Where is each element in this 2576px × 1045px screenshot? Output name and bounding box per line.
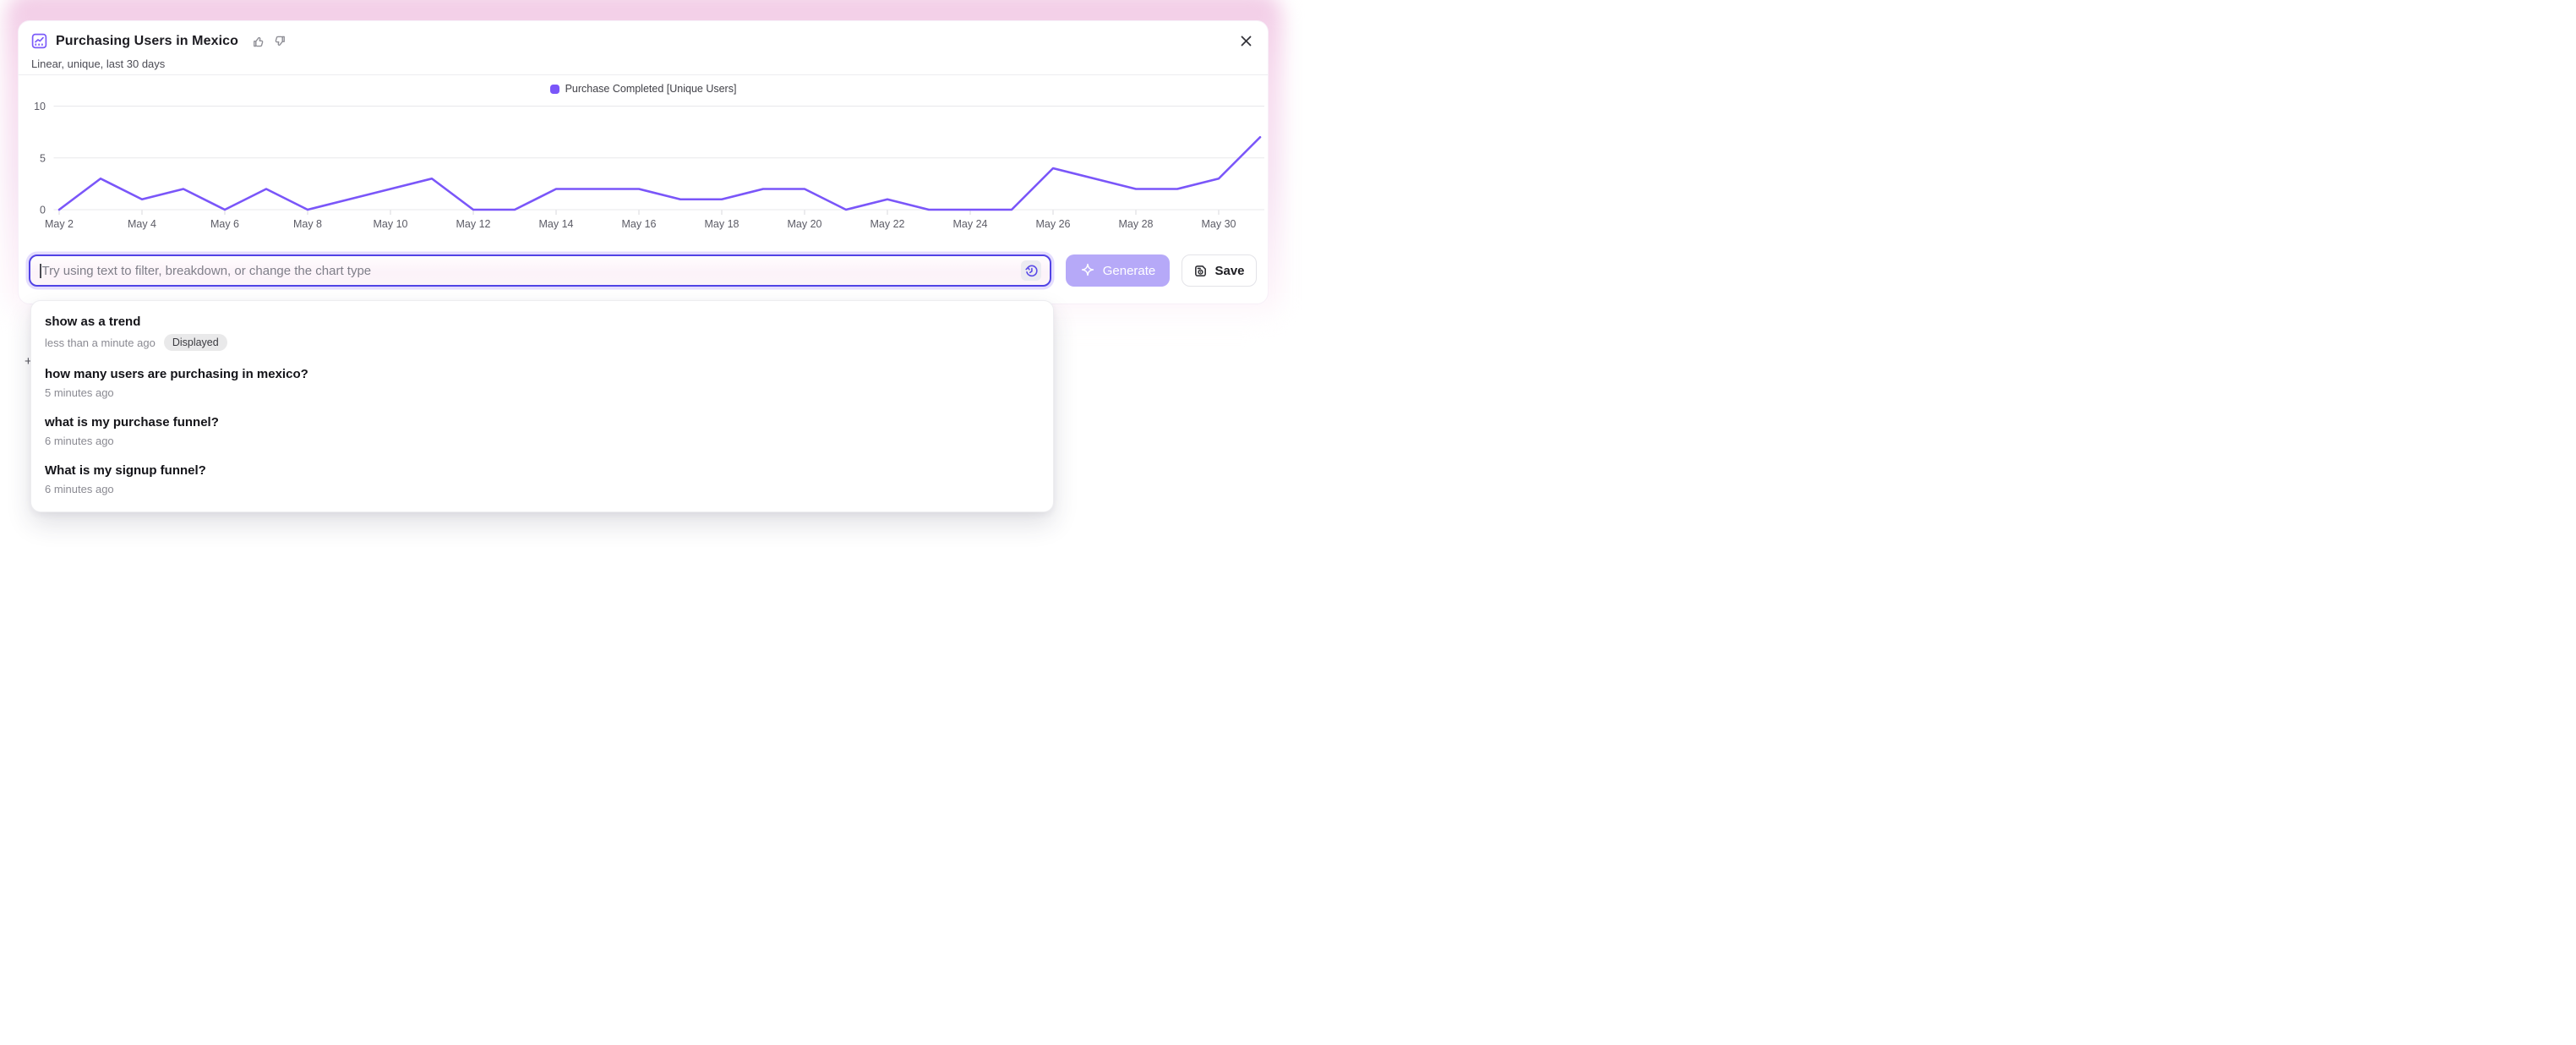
chart-subtitle: Linear, unique, last 30 days: [31, 57, 166, 70]
chart-card: Purchasing Users in Mexico: [18, 20, 1269, 304]
history-item-time: 6 minutes ago: [45, 435, 114, 447]
svg-text:May 24: May 24: [953, 218, 988, 230]
svg-text:0: 0: [40, 205, 46, 216]
history-item-time: 5 minutes ago: [45, 386, 114, 399]
svg-text:May 6: May 6: [210, 218, 239, 230]
svg-text:May 8: May 8: [293, 218, 322, 230]
svg-text:May 28: May 28: [1119, 218, 1154, 230]
card-header: Purchasing Users in Mexico: [31, 33, 287, 49]
svg-text:May 16: May 16: [622, 218, 657, 230]
line-chart[interactable]: 0 5 10 May 2 May 4 May 6 May 8 May 10 May 12 May …: [19, 99, 1269, 244]
svg-text:May 4: May 4: [128, 218, 156, 230]
close-icon[interactable]: [1240, 35, 1253, 47]
history-item-time: 6 minutes ago: [45, 483, 114, 495]
svg-text:May 20: May 20: [788, 218, 822, 230]
history-item-time: less than a minute ago: [45, 336, 156, 349]
line-chart-icon: [31, 33, 47, 49]
svg-text:10: 10: [34, 101, 46, 112]
text-caret: [40, 263, 41, 278]
prompt-bar: Try using text to filter, breakdown, or …: [29, 254, 1259, 287]
history-item-title: what is my purchase funnel?: [45, 415, 219, 429]
page-title: Purchasing Users in Mexico: [56, 33, 239, 48]
svg-text:5: 5: [40, 152, 46, 164]
history-item[interactable]: show as a trend less than a minute ago D…: [31, 306, 1053, 358]
history-item-title: What is my signup funnel?: [45, 463, 206, 478]
svg-text:May 12: May 12: [456, 218, 491, 230]
plus-glyph: +: [25, 354, 32, 369]
save-button[interactable]: Save: [1182, 254, 1257, 287]
input-placeholder: Try using text to filter, breakdown, or …: [41, 263, 372, 278]
history-item-title: how many users are purchasing in mexico?: [45, 367, 308, 381]
legend-label: Purchase Completed [Unique Users]: [565, 83, 737, 95]
header-divider: [19, 74, 1268, 75]
svg-text:May 18: May 18: [705, 218, 740, 230]
save-icon: [1195, 265, 1207, 276]
history-item-title: show as a trend: [45, 315, 141, 329]
svg-text:May 26: May 26: [1036, 218, 1071, 230]
displayed-badge: Displayed: [163, 334, 227, 351]
svg-text:May 22: May 22: [870, 218, 905, 230]
svg-text:May 14: May 14: [539, 218, 574, 230]
chart-legend[interactable]: Purchase Completed [Unique Users]: [19, 83, 1268, 95]
svg-text:May 30: May 30: [1202, 218, 1236, 230]
legend-swatch: [549, 84, 559, 94]
svg-text:May 10: May 10: [374, 218, 408, 230]
generate-button[interactable]: Generate: [1066, 254, 1170, 287]
ai-prompt-input[interactable]: Try using text to filter, breakdown, or …: [29, 254, 1051, 287]
history-item[interactable]: how many users are purchasing in mexico?…: [31, 358, 1053, 407]
generate-label: Generate: [1102, 263, 1156, 278]
save-label: Save: [1214, 263, 1245, 278]
history-icon[interactable]: [1021, 260, 1041, 281]
thumbs-down-button[interactable]: [273, 35, 287, 48]
history-item[interactable]: What is my signup funnel? 6 minutes ago: [31, 455, 1053, 503]
history-dropdown: show as a trend less than a minute ago D…: [30, 300, 1054, 512]
sparkle-icon: [1081, 263, 1094, 276]
svg-text:May 2: May 2: [45, 218, 74, 230]
history-item[interactable]: what is my purchase funnel? 6 minutes ag…: [31, 407, 1053, 455]
thumbs-up-button[interactable]: [252, 35, 265, 48]
